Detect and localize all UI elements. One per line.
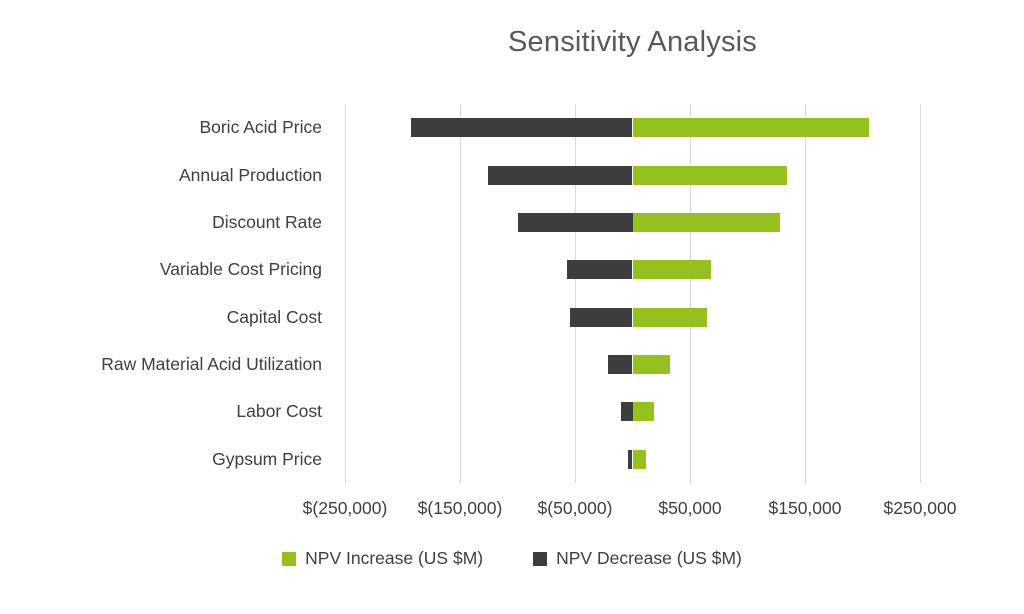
bar-npv-decrease (487, 165, 633, 185)
gridline (460, 104, 461, 483)
category-label: Raw Material Acid Utilization (101, 354, 322, 375)
bar-npv-decrease (621, 402, 633, 422)
category-label: Annual Production (178, 164, 322, 185)
bar-npv-decrease (566, 260, 633, 280)
x-tick-label: $(250,000) (302, 498, 388, 518)
legend-swatch-npv-decrease-icon (533, 551, 548, 566)
x-axis: $(250,000) $(150,000) $(50,000) $50,000 $150… (303, 498, 957, 522)
gridline (575, 104, 576, 483)
gridline (805, 104, 806, 483)
gridline (345, 104, 346, 483)
bar-npv-increase (632, 402, 655, 422)
bar-npv-increase (632, 118, 870, 138)
category-axis: Boric Acid Price Annual Production Discoun… (0, 104, 322, 483)
x-tick-label: $(50,000) (537, 498, 613, 518)
category-label: Capital Cost (226, 306, 322, 327)
legend-label-npv-decrease: NPV Decrease (US $M) (556, 548, 742, 568)
plot-area (345, 104, 921, 483)
chart-title: Sensitivity Analysis (508, 26, 757, 58)
gridline (690, 104, 691, 483)
gridline (920, 104, 921, 483)
x-tick-label: $50,000 (658, 498, 722, 518)
bar-npv-decrease (517, 212, 633, 232)
x-tick-label: $(150,000) (417, 498, 503, 518)
legend-swatch-npv-increase-icon (282, 551, 297, 566)
bar-npv-increase (632, 307, 708, 327)
legend: NPV Increase (US $M) NPV Decrease (US $M… (0, 548, 1024, 569)
x-tick-label: $250,000 (883, 498, 957, 518)
legend-item-npv-increase: NPV Increase (US $M) (282, 548, 483, 569)
category-label: Labor Cost (236, 401, 322, 422)
legend-label-npv-increase: NPV Increase (US $M) (305, 548, 484, 568)
bar-npv-decrease (608, 355, 633, 375)
bar-npv-decrease (410, 118, 633, 138)
bar-npv-decrease (627, 449, 633, 469)
category-label: Gypsum Price (212, 448, 322, 469)
category-label: Boric Acid Price (199, 117, 322, 138)
bar-npv-increase (632, 212, 780, 232)
bar-npv-decrease (570, 307, 633, 327)
bar-npv-increase (632, 260, 711, 280)
category-label: Variable Cost Pricing (159, 259, 322, 280)
bar-npv-increase (632, 449, 647, 469)
bar-npv-increase (632, 355, 671, 375)
x-tick-label: $150,000 (768, 498, 842, 518)
category-label: Discount Rate (212, 211, 322, 232)
legend-item-npv-decrease: NPV Decrease (US $M) (533, 548, 742, 569)
bar-npv-increase (632, 165, 787, 185)
